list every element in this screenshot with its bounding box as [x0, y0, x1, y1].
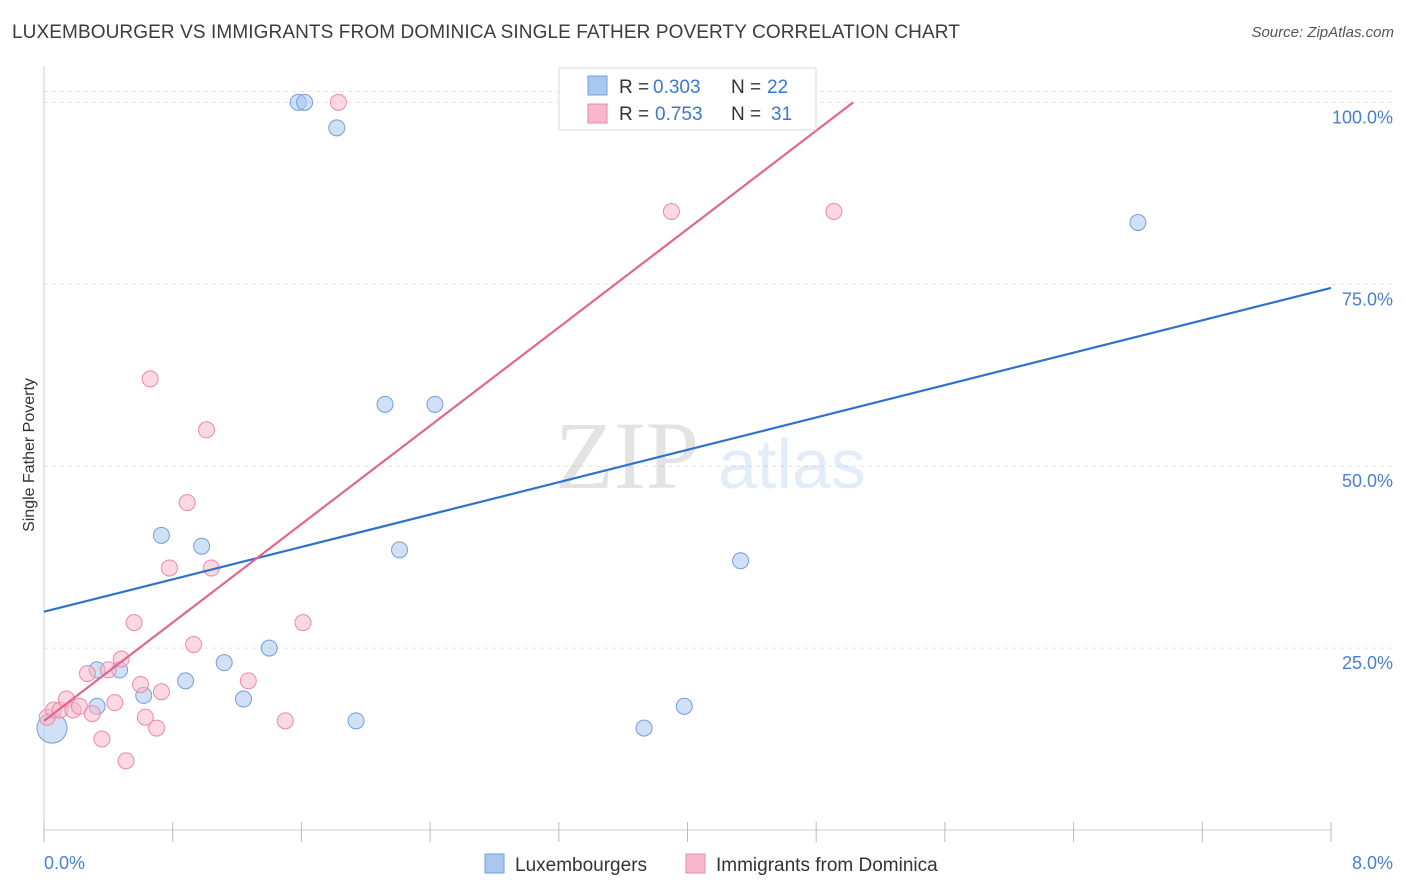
legend-n-label-1: N = — [731, 77, 761, 98]
legend-r-value-1: 0.303 — [653, 77, 701, 98]
legend-swatch-dominica — [587, 103, 608, 124]
point-luxembourgers-17 — [426, 395, 444, 413]
y-tick-label-25: 25.0% — [1342, 653, 1393, 673]
point-luxembourgers-16 — [391, 541, 409, 559]
point-dominica-14 — [132, 675, 150, 693]
point-dominica-25 — [276, 712, 294, 730]
y-tick-label-100: 100.0% — [1332, 107, 1393, 127]
x-tick-label-min: 0.0% — [44, 853, 85, 873]
point-dominica-12 — [117, 752, 135, 770]
point-luxembourgers-13 — [328, 119, 346, 137]
stats-legend: R = 0.303 N = 22 R = 0.753 N = 31 — [558, 67, 817, 131]
y-tick-label-75: 75.0% — [1342, 289, 1393, 309]
point-luxembourgers-6 — [177, 672, 195, 690]
legend-swatch-luxembourgers — [587, 75, 608, 96]
chart-source: Source: ZipAtlas.com — [1251, 24, 1394, 41]
trend-lines — [43, 101, 1332, 722]
grid-lines — [44, 90, 1392, 649]
point-dominica-26 — [294, 614, 312, 632]
trend-line-dominica — [43, 101, 854, 722]
y-tick-labels: 25.0% 50.0% 75.0% 100.0% — [1332, 107, 1393, 673]
point-dominica-15 — [136, 708, 154, 726]
point-luxembourgers-9 — [234, 690, 252, 708]
point-luxembourgers-8 — [215, 654, 233, 672]
point-dominica-21 — [185, 635, 203, 653]
point-dominica-20 — [178, 494, 196, 512]
legend-n-label-2: N = — [731, 104, 761, 125]
watermark-zip: ZIP — [555, 402, 699, 509]
legend-r-label-1: R = — [619, 77, 649, 98]
y-tick-label-50: 50.0% — [1342, 471, 1393, 491]
series-legend-label-luxembourgers: Luxembourgers — [515, 855, 647, 876]
point-dominica-19 — [160, 559, 178, 577]
point-luxembourgers-14 — [347, 712, 365, 730]
x-ticks — [43, 822, 1332, 842]
series-legend-swatch-dominica — [685, 853, 706, 874]
legend-n-value-2: 31 — [771, 104, 792, 125]
point-dominica-5 — [70, 697, 88, 715]
point-luxembourgers-12 — [296, 93, 314, 111]
chart-title: LUXEMBOURGER VS IMMIGRANTS FROM DOMINICA… — [12, 22, 960, 43]
series-legend: Luxembourgers Immigrants from Dominica — [484, 853, 938, 876]
data-points — [36, 93, 1147, 770]
point-luxembourgers-5 — [152, 526, 170, 544]
point-dominica-10 — [106, 694, 124, 712]
point-dominica-11 — [112, 650, 130, 668]
point-dominica-17 — [148, 719, 166, 737]
y-axis-label: Single Father Poverty — [21, 378, 38, 532]
point-dominica-6 — [78, 665, 96, 683]
point-dominica-29 — [825, 203, 843, 221]
x-tick-label-max: 8.0% — [1352, 853, 1393, 873]
point-dominica-27 — [329, 93, 347, 111]
point-luxembourgers-18 — [635, 719, 653, 737]
point-dominica-28 — [662, 203, 680, 221]
point-luxembourgers-10 — [260, 639, 278, 657]
trend-line-luxembourgers — [43, 286, 1332, 613]
watermark: ZIP atlas — [555, 402, 866, 509]
legend-n-value-1: 22 — [767, 77, 788, 98]
watermark-atlas: atlas — [718, 425, 866, 503]
point-luxembourgers-21 — [1129, 213, 1147, 231]
point-dominica-13 — [125, 614, 143, 632]
point-luxembourgers-15 — [376, 395, 394, 413]
point-dominica-16 — [141, 370, 159, 388]
point-dominica-18 — [152, 683, 170, 701]
series-legend-swatch-luxembourgers — [484, 853, 505, 874]
point-dominica-22 — [197, 421, 215, 439]
point-dominica-24 — [239, 672, 257, 690]
point-dominica-8 — [93, 730, 111, 748]
legend-r-label-2: R = — [619, 104, 649, 125]
series-legend-label-dominica: Immigrants from Dominica — [716, 855, 938, 876]
point-dominica-7 — [83, 705, 101, 723]
point-luxembourgers-7 — [193, 537, 211, 555]
point-luxembourgers-20 — [732, 552, 750, 570]
legend-r-value-2: 0.753 — [655, 104, 703, 125]
point-luxembourgers-19 — [675, 697, 693, 715]
